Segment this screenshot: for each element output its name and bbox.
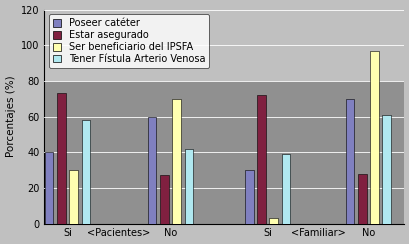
Bar — [184, 149, 193, 224]
Bar — [147, 117, 156, 224]
Bar — [369, 51, 378, 224]
Bar — [357, 174, 366, 224]
Bar — [160, 175, 168, 224]
Bar — [281, 154, 290, 224]
Bar — [345, 99, 353, 224]
Bar — [45, 152, 53, 224]
Bar — [44, 10, 403, 81]
Bar — [269, 218, 277, 224]
Bar — [81, 120, 90, 224]
Bar — [57, 93, 65, 224]
Bar — [382, 115, 390, 224]
Bar — [245, 170, 253, 224]
Bar — [256, 95, 265, 224]
Y-axis label: Porcentajes (%): Porcentajes (%) — [6, 76, 16, 157]
Legend: Poseer catéter, Estar asegurado, Ser beneficiario del IPSFA, Tener Fístula Arter: Poseer catéter, Estar asegurado, Ser ben… — [49, 14, 209, 68]
Bar — [172, 99, 180, 224]
Bar — [69, 170, 78, 224]
